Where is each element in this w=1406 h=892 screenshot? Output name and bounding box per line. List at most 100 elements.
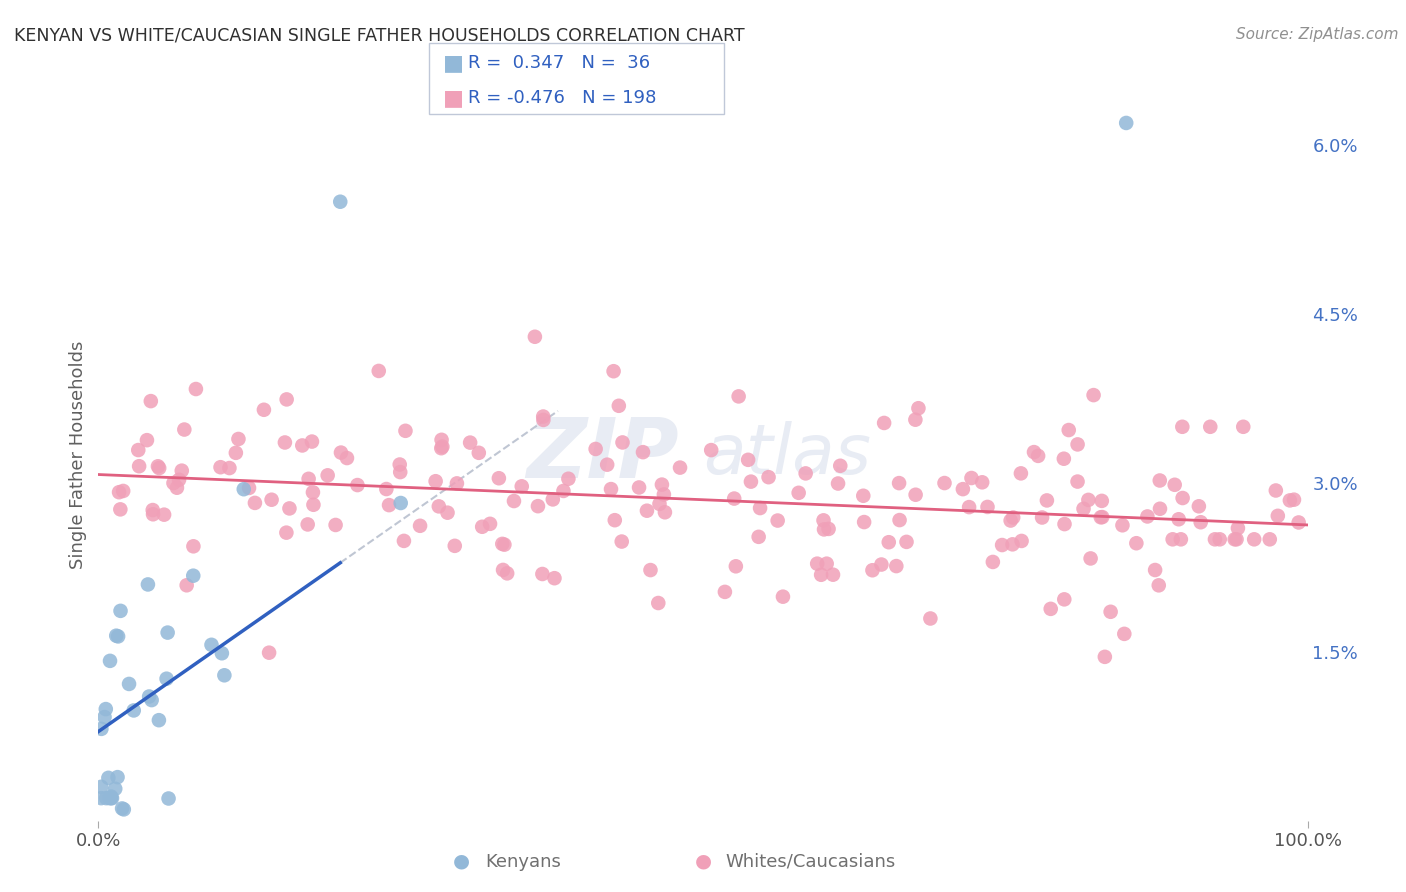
Point bbox=[1057, 423, 1080, 437]
Point bbox=[957, 500, 980, 515]
Point bbox=[93, 710, 115, 724]
Point bbox=[531, 413, 554, 427]
Point bbox=[336, 450, 359, 465]
Point bbox=[1258, 533, 1281, 547]
Point bbox=[136, 577, 159, 591]
Point bbox=[1115, 116, 1137, 130]
Point bbox=[302, 485, 325, 500]
Point bbox=[329, 194, 352, 209]
Point bbox=[1073, 501, 1095, 516]
Point bbox=[1199, 419, 1222, 434]
Point bbox=[669, 460, 692, 475]
Point bbox=[920, 611, 942, 625]
Point bbox=[700, 443, 723, 458]
Point bbox=[278, 501, 301, 516]
Point bbox=[1094, 649, 1116, 664]
Text: ZIP: ZIP bbox=[526, 415, 679, 495]
Point bbox=[1226, 521, 1249, 535]
Point bbox=[1171, 491, 1194, 505]
Point bbox=[298, 472, 321, 486]
Point bbox=[510, 479, 533, 493]
Point bbox=[907, 401, 929, 416]
Point bbox=[870, 558, 893, 572]
Point bbox=[976, 500, 998, 514]
Point bbox=[375, 482, 398, 496]
Point bbox=[148, 461, 170, 475]
Point bbox=[443, 539, 465, 553]
Point bbox=[427, 500, 450, 514]
Point bbox=[1167, 512, 1189, 526]
Point bbox=[553, 483, 575, 498]
Point bbox=[367, 364, 389, 378]
Point bbox=[1010, 467, 1032, 481]
Point bbox=[167, 473, 190, 487]
Point bbox=[90, 791, 112, 805]
Point bbox=[394, 424, 416, 438]
Text: ●: ● bbox=[453, 852, 470, 871]
Point bbox=[603, 513, 626, 527]
Text: R =  0.347   N =  36: R = 0.347 N = 36 bbox=[468, 54, 651, 71]
Point bbox=[952, 482, 974, 496]
Text: atlas: atlas bbox=[703, 421, 870, 489]
Point bbox=[904, 413, 927, 427]
Point bbox=[541, 492, 564, 507]
Point bbox=[887, 476, 910, 491]
Point bbox=[724, 559, 747, 574]
Point bbox=[1001, 537, 1024, 551]
Point bbox=[610, 534, 633, 549]
Point bbox=[436, 506, 458, 520]
Point bbox=[886, 559, 908, 574]
Point bbox=[104, 781, 127, 796]
Point bbox=[96, 791, 118, 805]
Point bbox=[389, 496, 412, 510]
Point bbox=[274, 435, 297, 450]
Point bbox=[183, 539, 205, 553]
Point bbox=[794, 467, 817, 481]
Text: KENYAN VS WHITE/CAUCASIAN SINGLE FATHER HOUSEHOLDS CORRELATION CHART: KENYAN VS WHITE/CAUCASIAN SINGLE FATHER … bbox=[14, 27, 745, 45]
Point bbox=[378, 498, 401, 512]
Point bbox=[297, 517, 319, 532]
Point bbox=[1053, 592, 1076, 607]
Point bbox=[181, 568, 204, 582]
Point bbox=[1036, 493, 1059, 508]
Point bbox=[1189, 515, 1212, 529]
Point bbox=[830, 458, 852, 473]
Point bbox=[346, 478, 368, 492]
Point bbox=[446, 476, 468, 491]
Text: ■: ■ bbox=[443, 53, 464, 73]
Point bbox=[170, 464, 193, 478]
Point bbox=[138, 690, 160, 704]
Point bbox=[1225, 533, 1247, 547]
Point bbox=[596, 458, 619, 472]
Point bbox=[1031, 510, 1053, 524]
Point bbox=[105, 629, 128, 643]
Point bbox=[1147, 578, 1170, 592]
Point bbox=[821, 567, 844, 582]
Point bbox=[1039, 602, 1062, 616]
Point bbox=[647, 596, 669, 610]
Point bbox=[543, 571, 565, 585]
Point bbox=[503, 494, 526, 508]
Point bbox=[1053, 451, 1076, 466]
Point bbox=[612, 435, 634, 450]
Point bbox=[1091, 494, 1114, 508]
Point bbox=[98, 654, 121, 668]
Point bbox=[409, 518, 432, 533]
Point bbox=[260, 492, 283, 507]
Point bbox=[628, 480, 651, 494]
Point bbox=[1288, 516, 1310, 530]
Point bbox=[301, 434, 323, 449]
Point bbox=[648, 497, 671, 511]
Point bbox=[488, 471, 510, 485]
Text: Whites/Caucasians: Whites/Caucasians bbox=[725, 853, 896, 871]
Point bbox=[749, 501, 772, 516]
Point bbox=[748, 530, 770, 544]
Point bbox=[98, 791, 121, 805]
Point bbox=[1243, 533, 1265, 547]
Point bbox=[651, 477, 673, 491]
Point bbox=[127, 443, 149, 458]
Point bbox=[325, 518, 347, 533]
Point bbox=[200, 638, 222, 652]
Point bbox=[302, 498, 325, 512]
Point bbox=[1232, 419, 1254, 434]
